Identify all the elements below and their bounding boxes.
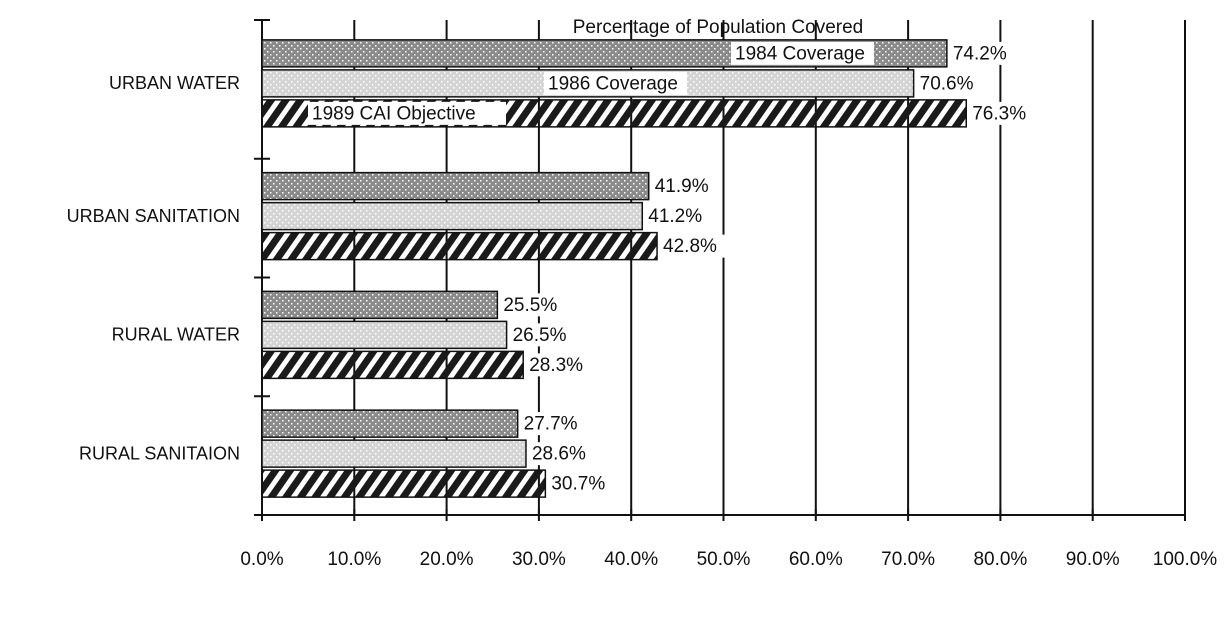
legend-bg bbox=[544, 71, 687, 95]
label-bg bbox=[651, 174, 720, 198]
value-label: 26.5% bbox=[513, 325, 567, 346]
x-tick-label: 0.0% bbox=[240, 549, 283, 570]
bar bbox=[261, 469, 547, 498]
x-tick-label: 30.0% bbox=[512, 549, 566, 570]
label-bg bbox=[526, 353, 595, 377]
category-label: RURAL SANITAION bbox=[79, 443, 240, 463]
bar bbox=[261, 409, 519, 438]
value-label: 74.2% bbox=[953, 43, 1007, 64]
legend-label: 1986 Coverage bbox=[548, 73, 678, 94]
x-tick-label: 20.0% bbox=[420, 549, 474, 570]
label-bg bbox=[645, 204, 714, 228]
x-tick-label: 40.0% bbox=[604, 549, 658, 570]
label-bg bbox=[528, 442, 597, 466]
legend-bg bbox=[308, 101, 506, 125]
label-bg bbox=[500, 293, 569, 317]
bar bbox=[261, 320, 508, 350]
bar bbox=[261, 171, 650, 201]
bar bbox=[261, 350, 524, 380]
x-tick-label: 90.0% bbox=[1066, 549, 1120, 570]
legend-bg bbox=[731, 41, 874, 65]
label-bg bbox=[520, 412, 589, 436]
value-label: 41.9% bbox=[655, 176, 709, 197]
label-bg bbox=[509, 323, 578, 347]
value-label: 70.6% bbox=[920, 73, 974, 94]
value-label: 76.3% bbox=[972, 103, 1026, 124]
value-label: 30.7% bbox=[551, 474, 605, 495]
bar bbox=[261, 439, 527, 468]
value-label: 28.3% bbox=[529, 355, 583, 376]
value-label: 41.2% bbox=[648, 206, 702, 227]
value-label: 28.6% bbox=[532, 444, 586, 465]
x-tick-label: 60.0% bbox=[789, 549, 843, 570]
category-label: URBAN SANITATION bbox=[67, 206, 240, 226]
category-label: URBAN WATER bbox=[109, 73, 240, 93]
x-tick-label: 80.0% bbox=[973, 549, 1027, 570]
x-tick-label: 100.0% bbox=[1153, 549, 1218, 570]
category-label: RURAL WATER bbox=[112, 325, 240, 345]
value-label: 42.8% bbox=[663, 236, 717, 257]
label-bg bbox=[548, 472, 617, 496]
value-label: 27.7% bbox=[524, 414, 578, 435]
value-label: 25.5% bbox=[503, 295, 557, 316]
x-tick-label: 10.0% bbox=[327, 549, 381, 570]
label-bg bbox=[916, 71, 985, 95]
label-bg bbox=[949, 41, 1018, 65]
legend-label: 1989 CAI Objective bbox=[312, 103, 476, 124]
bar bbox=[261, 201, 644, 231]
label-bg bbox=[660, 234, 729, 258]
label-bg bbox=[969, 101, 1038, 125]
bar bbox=[261, 290, 499, 320]
chart-title: Percentage of Population Covered bbox=[573, 17, 863, 38]
bar bbox=[261, 231, 658, 261]
x-tick-label: 50.0% bbox=[697, 549, 751, 570]
x-tick-label: 70.0% bbox=[881, 549, 935, 570]
legend-label: 1984 Coverage bbox=[735, 43, 865, 64]
